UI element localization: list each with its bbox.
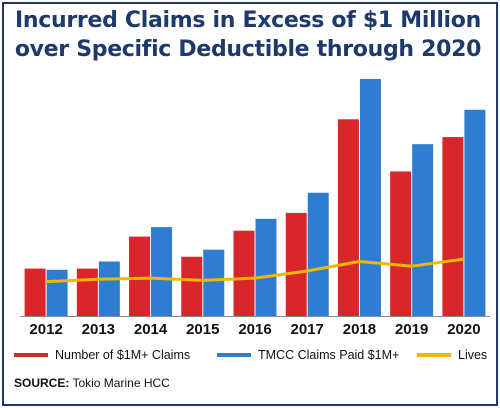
x-tick-label-2015: 2015 — [186, 321, 219, 338]
x-tick-label-2014: 2014 — [134, 321, 168, 338]
lives-point-2017 — [306, 269, 309, 273]
bar-claims-2017 — [285, 212, 307, 316]
lives-point-2016 — [253, 276, 257, 280]
x-tick-label-2019: 2019 — [395, 321, 428, 338]
legend-swatch-paid — [217, 353, 251, 357]
bar-claims-2012 — [24, 268, 46, 316]
lives-point-2014 — [149, 276, 152, 280]
lives-point-2012 — [44, 280, 48, 283]
bar-paid-2012 — [46, 269, 68, 316]
chart-title-line-1: Incurred Claims in Excess of $1 Million — [15, 8, 481, 33]
bar-paid-2015 — [203, 249, 225, 316]
legend-label-claims: Number of $1M+ Claims — [55, 348, 191, 362]
lives-point-2018 — [358, 260, 361, 263]
bar-claims-2014 — [129, 236, 151, 316]
bar-paid-2013 — [98, 261, 120, 316]
legend-swatch-claims — [14, 353, 48, 357]
x-tick-label-2016: 2016 — [238, 321, 271, 338]
legend-label-lives: Lives — [458, 348, 488, 362]
lives-point-2015 — [201, 279, 204, 282]
lives-point-2020 — [462, 257, 466, 261]
source-text: Tokio Marine HCC — [69, 376, 170, 390]
bar-paid-2019 — [412, 144, 434, 316]
source-note: SOURCE: Tokio Marine HCC — [14, 376, 170, 390]
legend-item-lives: Lives — [417, 347, 487, 363]
legend-item-paid: TMCC Claims Paid $1M+ — [217, 347, 399, 363]
lives-point-2013 — [97, 278, 100, 281]
bar-paid-2016 — [255, 218, 277, 316]
chart-title: Incurred Claims in Excess of $1 Million … — [0, 6, 496, 64]
x-tick-label-2020: 2020 — [447, 321, 480, 338]
bar-claims-2018 — [337, 119, 359, 316]
bar-paid-2018 — [359, 79, 381, 316]
bar-claims-2019 — [390, 171, 412, 316]
x-axis-tick-labels: 2012 2013 2014 2015 2016 2017 2018 2019 2020 — [29, 321, 480, 338]
lives-line-group — [44, 257, 466, 284]
source-label: SOURCE: — [14, 376, 70, 390]
bar-paid-2017 — [307, 192, 329, 316]
chart-title-line-2: over Specific Deductible through 2020 — [14, 37, 482, 62]
legend-item-claims: Number of $1M+ Claims — [14, 347, 190, 363]
bar-claims-2020 — [442, 137, 464, 316]
bar-claims-2016 — [233, 230, 255, 316]
x-tick-label-2018: 2018 — [343, 321, 376, 338]
legend-label-paid: TMCC Claims Paid $1M+ — [258, 348, 400, 362]
legend-swatch-lives — [417, 353, 451, 357]
bar-claims-2015 — [181, 256, 203, 316]
x-tick-label-2012: 2012 — [29, 321, 62, 338]
bar-paid-2014 — [151, 227, 173, 316]
x-tick-label-2013: 2013 — [82, 321, 115, 338]
x-tick-label-2017: 2017 — [291, 321, 324, 338]
bar-paid-2020 — [464, 109, 486, 316]
bar-claims-2013 — [76, 268, 98, 316]
lives-point-2019 — [410, 265, 413, 268]
claims-bars — [24, 119, 464, 316]
